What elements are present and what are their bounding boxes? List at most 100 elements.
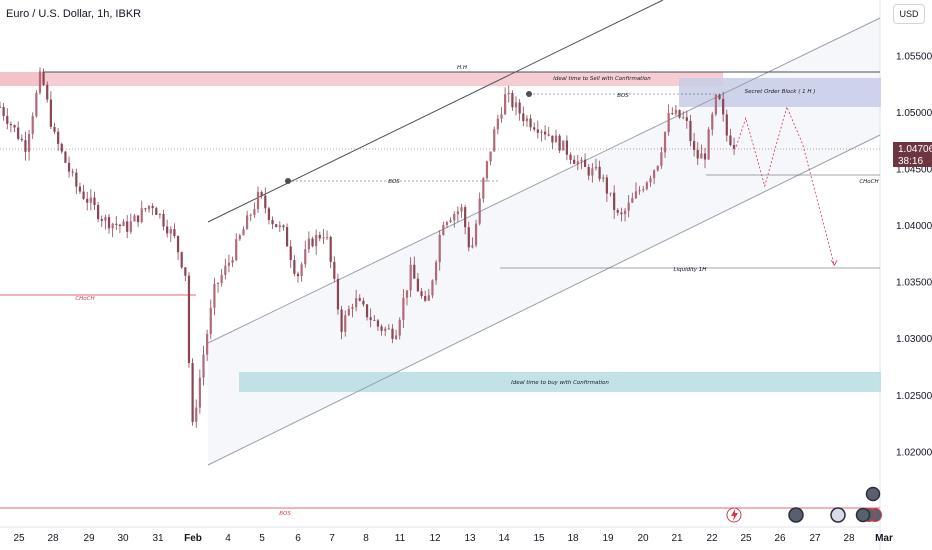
candle-body	[158, 213, 161, 215]
candle-body	[166, 226, 169, 234]
candle-body	[282, 225, 285, 228]
candle-body	[663, 132, 667, 153]
candle-body	[587, 166, 590, 176]
candle-body	[35, 92, 38, 117]
x-tick-label: 31	[152, 533, 164, 544]
candle-body	[478, 198, 481, 224]
candle-body	[60, 143, 63, 152]
candle-body	[565, 140, 569, 155]
event-flag-icon-1[interactable]	[788, 507, 804, 523]
candle-body	[264, 195, 267, 209]
candle-body	[147, 205, 151, 210]
candle-body	[315, 234, 318, 247]
currency-button[interactable]: USD	[893, 4, 925, 24]
candle-body	[67, 162, 71, 172]
event-flag-icon-2[interactable]	[830, 507, 846, 523]
x-tick-label: 14	[498, 533, 510, 544]
candle-body	[162, 213, 165, 227]
candle-body	[398, 319, 401, 336]
candle-body	[57, 131, 60, 144]
candle-body	[732, 144, 736, 149]
candle-body	[573, 159, 576, 164]
candle-body	[514, 102, 518, 108]
candle-body	[485, 161, 489, 179]
candle-body	[438, 234, 441, 263]
candle-body	[260, 191, 263, 196]
candle-body	[547, 134, 550, 136]
price-tag-value: 1.04706	[898, 144, 932, 155]
candle-body	[227, 262, 231, 266]
candle-body	[191, 362, 194, 422]
candle-body	[598, 166, 601, 179]
candle-body	[13, 125, 16, 128]
event-flag-icon-6[interactable]	[855, 507, 871, 523]
candle-body	[471, 245, 474, 248]
candle-body	[667, 112, 670, 133]
order-block-zone	[679, 78, 881, 107]
candle-body	[380, 326, 383, 331]
candle-body	[405, 290, 409, 298]
buy-label: Ideal time to buy with Confirmation	[511, 380, 609, 386]
candle-body	[602, 177, 605, 179]
candle-body	[155, 208, 158, 215]
candle-body	[482, 178, 485, 199]
candle-body	[336, 278, 340, 310]
bos-bottom-label: BOS	[279, 511, 291, 517]
candle-body	[333, 261, 336, 279]
x-tick-label: 28	[47, 533, 59, 544]
candle-body	[216, 282, 220, 284]
candle-body	[304, 249, 307, 265]
y-tick-label: 1.04500	[896, 165, 932, 176]
candle-body	[24, 140, 27, 152]
candle-body	[522, 113, 525, 122]
x-tick-label: Feb	[184, 533, 202, 544]
bos-top-label: BOS	[617, 93, 629, 99]
candle-body	[714, 94, 717, 115]
candle-body	[711, 114, 714, 130]
event-flag-icon-3[interactable]	[865, 486, 881, 502]
candle-body	[46, 84, 49, 100]
candle-body	[42, 71, 45, 85]
candle-body	[249, 215, 252, 216]
candle-body	[674, 109, 678, 114]
sell-zone	[43, 72, 723, 86]
candle-body	[118, 224, 122, 226]
candle-body	[445, 222, 449, 225]
candle-body	[27, 133, 31, 152]
candle-body	[246, 215, 249, 230]
candle-body	[97, 204, 100, 220]
candle-body	[493, 129, 496, 152]
candle-body	[256, 191, 260, 210]
candle-body	[93, 197, 96, 205]
candle-body	[376, 320, 380, 327]
x-tick-label: 29	[83, 533, 95, 544]
candle-body	[511, 93, 514, 108]
candle-body	[685, 117, 688, 121]
y-axis: 1.05500 1.05000 1.04500 1.04000 1.03500 1.030…	[896, 51, 932, 458]
hh-label: H.H	[457, 65, 467, 71]
candle-body	[413, 264, 416, 279]
candle-body	[474, 223, 478, 246]
candle-body	[180, 252, 183, 268]
candle-body	[340, 309, 343, 332]
y-tick-label: 1.03500	[896, 278, 932, 289]
candle-body	[529, 118, 532, 128]
candle-body	[6, 116, 9, 124]
candle-body	[53, 126, 56, 132]
candle-body	[616, 210, 619, 213]
sell-label: Ideal time to Sell with Confirmation	[553, 76, 651, 82]
x-tick-label: 19	[602, 533, 614, 544]
candle-body	[558, 135, 561, 151]
candle-body	[703, 153, 707, 160]
price-tag-countdown: 38:16	[898, 156, 923, 167]
candle-body	[427, 295, 430, 301]
candle-body	[89, 197, 92, 203]
pivot-dot-bos-mid	[285, 178, 291, 184]
candle-body	[507, 93, 510, 95]
x-tick-label: 30	[117, 533, 129, 544]
candle-body	[373, 319, 376, 321]
candle-body	[391, 328, 394, 339]
candle-body	[78, 186, 82, 192]
candle-body	[293, 260, 296, 274]
